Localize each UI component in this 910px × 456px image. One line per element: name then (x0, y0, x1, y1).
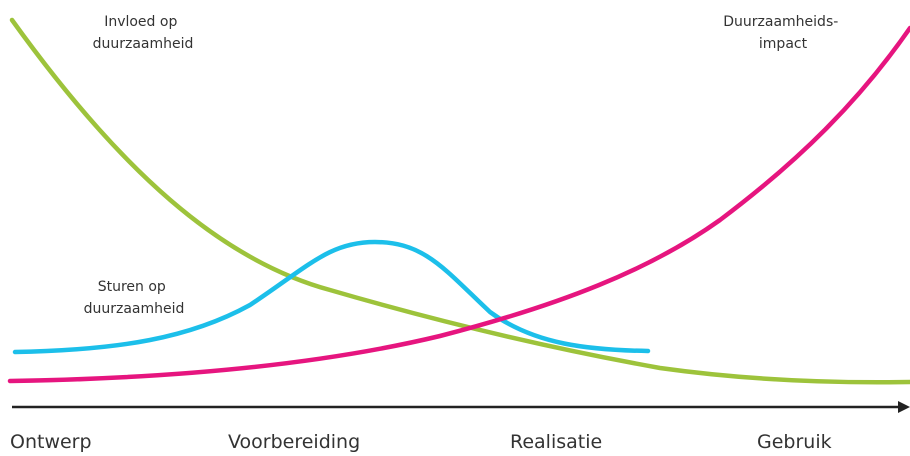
label-steering: Sturen op duurzaamheid (84, 279, 185, 317)
phase-realisatie: Realisatie (510, 431, 602, 453)
timeline-arrow-head (898, 401, 910, 413)
phase-ontwerp: Ontwerp (10, 431, 92, 453)
curve-impact (7, 25, 910, 384)
phase-gebruik: Gebruik (757, 431, 832, 453)
phase-voorbereiding: Voorbereiding (228, 431, 360, 453)
curve-influence (9, 17, 910, 385)
label-impact: Duurzaamheids- impact (723, 14, 843, 52)
label-influence: Invloed op duurzaamheid (93, 14, 194, 52)
curve-steering (12, 239, 651, 355)
